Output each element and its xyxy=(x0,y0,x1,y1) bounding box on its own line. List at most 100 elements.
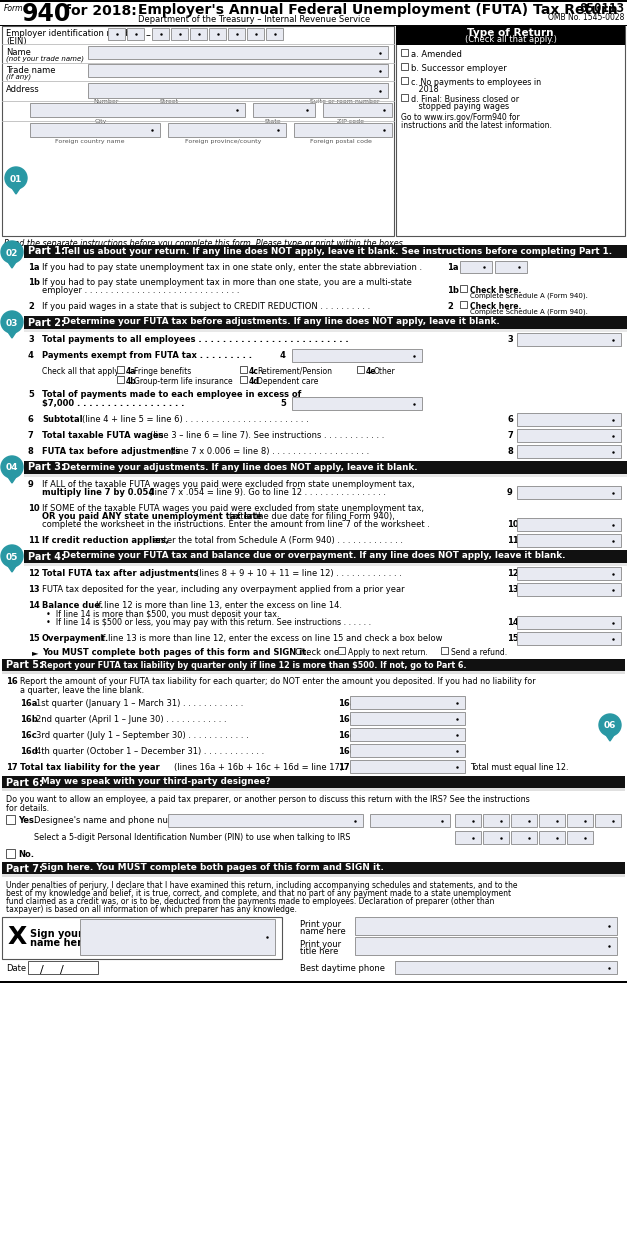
Text: 9: 9 xyxy=(28,480,34,489)
Text: Part 4:: Part 4: xyxy=(28,552,65,562)
Bar xyxy=(190,28,207,40)
Text: City: City xyxy=(95,119,107,124)
Bar xyxy=(517,429,621,442)
Bar xyxy=(24,550,627,563)
Bar xyxy=(455,814,481,827)
Text: Balance due.: Balance due. xyxy=(42,601,103,610)
Bar xyxy=(117,366,124,373)
Bar xyxy=(117,375,124,383)
Text: 10: 10 xyxy=(28,504,40,513)
Bar xyxy=(517,517,621,531)
Text: taxpayer) is based on all information of which preparer has any knowledge.: taxpayer) is based on all information of… xyxy=(6,905,297,914)
Text: Trade name: Trade name xyxy=(6,65,56,75)
Bar xyxy=(0,981,627,983)
Text: Check here.: Check here. xyxy=(470,303,522,311)
Text: OMB No. 1545-0028: OMB No. 1545-0028 xyxy=(547,14,624,22)
Text: Total FUTA tax after adjustments: Total FUTA tax after adjustments xyxy=(42,569,199,578)
Text: 4: 4 xyxy=(280,351,286,359)
Text: 4c: 4c xyxy=(249,367,259,375)
Text: Go to www.irs.gov/Form940 for: Go to www.irs.gov/Form940 for xyxy=(401,112,520,122)
Text: 6: 6 xyxy=(28,415,34,424)
Text: No.: No. xyxy=(18,850,34,860)
Circle shape xyxy=(5,167,27,189)
Circle shape xyxy=(1,241,23,263)
Text: FUTA tax before adjustments: FUTA tax before adjustments xyxy=(42,447,180,456)
Bar xyxy=(483,814,509,827)
Polygon shape xyxy=(8,182,24,194)
Bar xyxy=(323,103,392,117)
Text: If you had to pay state unemployment tax in one state only, enter the state abbr: If you had to pay state unemployment tax… xyxy=(42,263,422,272)
Text: best of my knowledge and belief, it is true, correct, and complete, and that no : best of my knowledge and belief, it is t… xyxy=(6,889,511,898)
Bar xyxy=(539,814,565,827)
Bar xyxy=(539,831,565,844)
Text: Dependent care: Dependent care xyxy=(257,377,319,387)
Bar xyxy=(395,961,617,974)
Text: Print your: Print your xyxy=(300,920,341,929)
Bar xyxy=(460,261,492,273)
Text: a quarter, leave the line blank.: a quarter, leave the line blank. xyxy=(20,685,144,695)
Bar xyxy=(350,727,465,741)
Text: Sign your: Sign your xyxy=(30,929,83,939)
Bar xyxy=(517,616,621,629)
Bar xyxy=(209,28,226,40)
Bar xyxy=(266,28,283,40)
Text: Group-term life insurance: Group-term life insurance xyxy=(134,377,233,387)
Text: Foreign province/county: Foreign province/county xyxy=(185,140,261,144)
Bar xyxy=(401,49,408,56)
Bar xyxy=(294,124,392,137)
Text: May we speak with your third-party designee?: May we speak with your third-party desig… xyxy=(41,778,271,787)
Text: •  If line 14 is more than $500, you must deposit your tax.: • If line 14 is more than $500, you must… xyxy=(46,610,280,619)
Bar xyxy=(88,46,388,59)
Text: 3: 3 xyxy=(28,335,34,345)
Text: Total taxable FUTA wages: Total taxable FUTA wages xyxy=(42,431,164,440)
Text: Foreign postal code: Foreign postal code xyxy=(310,140,372,144)
Bar xyxy=(2,862,625,874)
Text: Send a refund.: Send a refund. xyxy=(451,648,507,657)
Text: enter the total from Schedule A (Form 940) . . . . . . . . . . . . .: enter the total from Schedule A (Form 94… xyxy=(153,536,403,545)
Text: 5: 5 xyxy=(280,399,286,408)
Text: 1a: 1a xyxy=(28,263,40,272)
Text: 8: 8 xyxy=(507,447,513,456)
Bar xyxy=(517,487,621,499)
Text: Suite or room number: Suite or room number xyxy=(310,99,379,104)
Bar xyxy=(350,760,465,773)
Bar xyxy=(253,103,315,117)
Text: Do you want to allow an employee, a paid tax preparer, or another person to disc: Do you want to allow an employee, a paid… xyxy=(6,795,530,804)
Text: 4b: 4b xyxy=(126,377,137,387)
Text: 1b: 1b xyxy=(447,287,459,295)
Text: Part 2:: Part 2: xyxy=(28,317,65,327)
Bar xyxy=(88,83,388,98)
Text: 02: 02 xyxy=(6,248,18,258)
Bar xyxy=(511,831,537,844)
Text: 3: 3 xyxy=(507,335,513,345)
Text: Fringe benefits: Fringe benefits xyxy=(134,367,191,375)
Text: 940: 940 xyxy=(22,2,71,26)
Text: (after the due date for filing Form 940),: (after the due date for filing Form 940)… xyxy=(229,513,395,521)
Bar xyxy=(127,28,144,40)
Text: 4d: 4d xyxy=(249,377,260,387)
Bar xyxy=(495,261,527,273)
Text: 850113: 850113 xyxy=(579,2,624,15)
Text: /: / xyxy=(60,965,64,974)
Bar xyxy=(517,412,621,426)
Text: ►: ► xyxy=(32,648,38,657)
Text: Tell us about your return. If any line does NOT apply, leave it blank. See instr: Tell us about your return. If any line d… xyxy=(63,247,613,256)
Text: State: State xyxy=(265,119,282,124)
Text: Overpayment.: Overpayment. xyxy=(42,634,109,643)
Bar xyxy=(517,445,621,458)
Circle shape xyxy=(1,456,23,478)
Bar xyxy=(2,671,625,674)
Text: 04: 04 xyxy=(6,463,18,473)
Text: 17: 17 xyxy=(338,763,350,772)
Text: 10: 10 xyxy=(507,520,519,529)
Text: Date: Date xyxy=(6,965,26,973)
Text: 4: 4 xyxy=(28,351,34,359)
Text: Type of Return: Type of Return xyxy=(467,27,554,37)
Text: 16d: 16d xyxy=(20,747,38,756)
Text: 17: 17 xyxy=(6,763,18,772)
Text: 14: 14 xyxy=(28,601,40,610)
Text: 1a: 1a xyxy=(447,263,458,272)
Bar xyxy=(595,814,621,827)
Text: 6: 6 xyxy=(507,415,513,424)
Bar xyxy=(2,26,394,236)
